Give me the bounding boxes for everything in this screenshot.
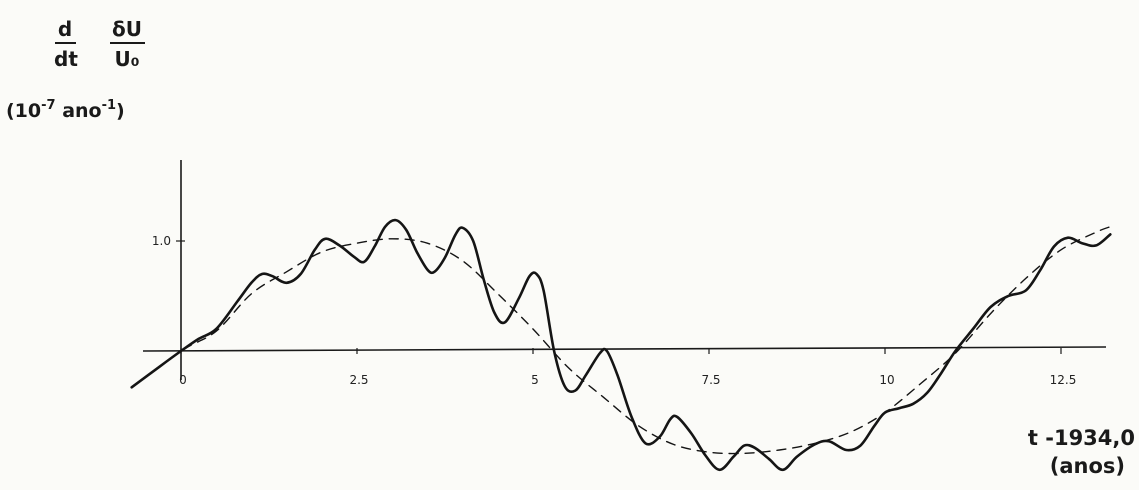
y-units-suffix: ) [116,100,125,122]
x-tick-label: 7.5 [701,373,720,387]
x-tick-label: 5 [531,373,539,387]
x-tick-label: 12.5 [1050,373,1077,387]
y-label-frac-num: δU [112,17,142,41]
x-label-line1: t -1934,0 [1028,426,1135,450]
y-units-prefix: (10 [6,100,41,122]
ticks: 0 2.5 5 7.5 10 12.5 1.0 [152,234,1076,387]
x-axis-label: t -1934,0 (anos) [1028,426,1135,478]
y-units-mid: ano [56,100,102,122]
series-line-dashed [131,226,1111,455]
x-tick-label: 2.5 [349,373,368,387]
y-tick-label: 1.0 [152,234,171,248]
axes [142,160,1107,380]
x-tick-label: 0 [179,373,187,387]
y-units-exp2: -1 [102,98,116,113]
x-tick-label: 10 [879,373,894,387]
x-label-line2: (anos) [1050,454,1125,478]
y-units-exp1: -7 [41,98,55,113]
y-label-units: (10-7 ano-1) [6,98,125,122]
y-label-frac-den: U₀ [115,47,140,71]
x-axis-line [142,346,1107,352]
series-layer [130,218,1112,472]
y-label-dt: dt [54,47,78,71]
series-line-solid [130,218,1112,472]
y-axis-label: d dt δU U₀ (10-7 ano-1) [6,17,145,122]
y-label-d: d [58,17,72,41]
